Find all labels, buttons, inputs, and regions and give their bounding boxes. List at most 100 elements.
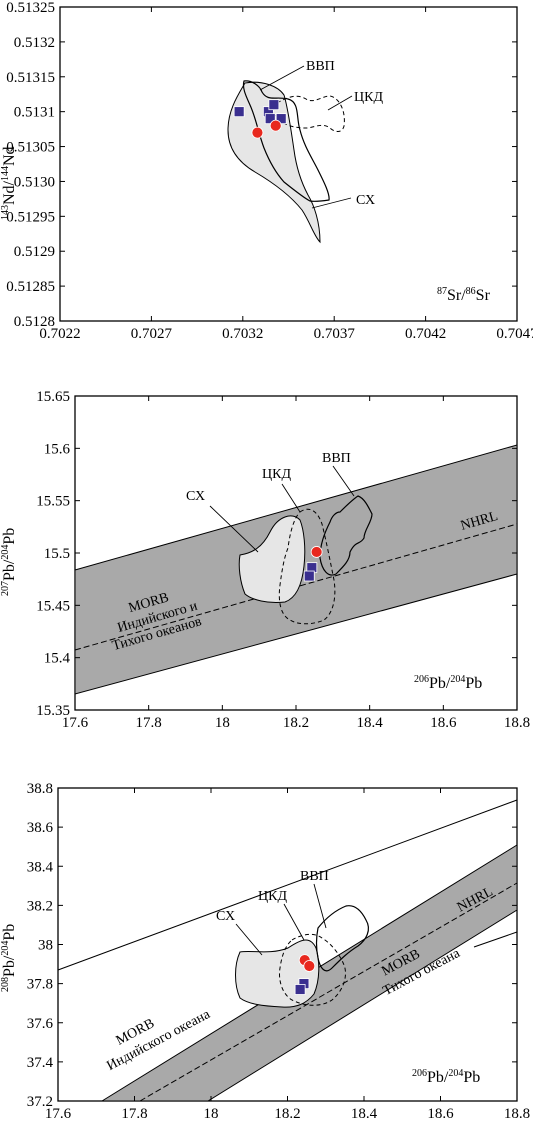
x-label-main: Pb/	[427, 1069, 449, 1086]
y-tick-label: 0.5130	[14, 174, 55, 190]
panel-sr-nd: 0.7022 0.7027 0.7032 0.7037 0.7042 0.7047 0.51…	[0, 0, 533, 342]
label-cx: СХ	[216, 909, 235, 924]
field-ckd	[278, 508, 336, 625]
y-label-sup1: 208	[0, 977, 11, 992]
y-tick-label: 37.6	[27, 1016, 54, 1032]
x-label-main: Sr/	[447, 287, 466, 304]
data-points-sr-nd	[233, 99, 287, 139]
y-label-post: Pb	[1, 924, 18, 941]
x-tick-label: 18.8	[504, 715, 530, 731]
y-tick-label: 0.51285	[6, 279, 55, 295]
leader-cx	[235, 923, 263, 956]
y-label-sup1: 207	[0, 581, 11, 596]
square-data-point	[268, 99, 280, 111]
y-tick-label: 38.4	[27, 859, 54, 875]
panel-pb-208: 17.6 17.8 18 18.2 18.4 18.6 18.8 37.2 37.4 37.6 37…	[0, 781, 530, 1122]
x-axis-label-pb-208: 206Pb/204Pb	[412, 1068, 480, 1086]
y-label-main: Nd/	[1, 180, 18, 205]
x-tick-label: 18.2	[283, 715, 309, 731]
ticks-sr-nd: 0.7022 0.7027 0.7032 0.7037 0.7042 0.7047 0.51…	[6, 0, 533, 342]
x-label-sup2: 86	[466, 286, 476, 297]
field-cx	[238, 515, 306, 603]
label-ckd: ЦКД	[258, 889, 287, 904]
leader-cx	[311, 197, 352, 209]
x-label-sup1: 206	[414, 674, 429, 685]
y-tick-label: 38.8	[27, 781, 53, 797]
field-vvp	[315, 905, 370, 972]
nhrl-line	[139, 882, 518, 1102]
x-tick-label: 18.8	[504, 1106, 530, 1122]
x-tick-label: 17.8	[121, 1106, 147, 1122]
y-tick-label: 15.65	[36, 389, 70, 405]
y-tick-label: 0.51315	[6, 70, 55, 86]
x-tick-label: 18.4	[351, 1106, 378, 1122]
data-points-pb-207	[303, 546, 323, 582]
y-tick-label: 37.4	[27, 1055, 54, 1071]
circle-data-point	[303, 960, 316, 972]
y-label-sup2: 204	[0, 941, 11, 956]
leader-ckd	[327, 95, 353, 111]
data-points-pb-208	[294, 954, 316, 995]
circle-data-point	[310, 546, 323, 558]
x-tick-label: 18.4	[357, 715, 384, 731]
x-label-sup2: 204	[450, 674, 465, 685]
y-label-post: Nd	[1, 146, 18, 166]
y-axis-label-pb-208: 208Pb/204Pb	[0, 924, 18, 992]
label-ckd: ЦКД	[262, 467, 291, 482]
y-tick-label: 15.6	[44, 441, 71, 457]
y-label-post: Pb	[1, 528, 18, 545]
leader-ckd	[281, 483, 301, 513]
y-tick-label: 0.5128	[14, 314, 55, 330]
x-tick-label: 0.7032	[222, 326, 263, 342]
y-tick-label: 0.5132	[14, 35, 55, 51]
ticks-pb-207: 17.6 17.8 18 18.2 18.4 18.6 18.8 15.35 15.4 15.45…	[36, 389, 530, 731]
leader-vvp	[259, 65, 305, 91]
x-tick-label: 18.2	[274, 1106, 300, 1122]
label-cx: СХ	[356, 193, 375, 208]
y-tick-label: 15.4	[44, 651, 71, 667]
morb-indian-upper-line	[57, 799, 518, 971]
leader-vvp	[313, 883, 327, 929]
x-axis-label-pb-207: 206Pb/204Pb	[414, 674, 482, 692]
label-ckd: ЦКД	[354, 90, 383, 105]
x-axis-label-sr-nd: 87Sr/86Sr	[437, 286, 491, 304]
y-label-sup2: 144	[0, 166, 11, 181]
ticks-pb-208: 17.6 17.8 18 18.2 18.4 18.6 18.8 37.2 37.4 37.6 37…	[27, 781, 530, 1122]
y-label-sup2: 204	[0, 545, 11, 560]
x-label-post: Pb	[465, 675, 482, 692]
y-tick-label: 37.2	[27, 1094, 53, 1110]
y-tick-label: 15.35	[36, 703, 70, 719]
leader-vvp	[332, 465, 355, 497]
y-tick-label: 0.5129	[14, 244, 55, 260]
y-tick-label: 15.55	[36, 494, 70, 510]
circle-data-point	[251, 126, 264, 139]
y-label-main: Pb/	[1, 559, 18, 581]
x-tick-label: 18.6	[430, 715, 457, 731]
x-tick-label: 17.6	[62, 715, 89, 731]
x-tick-label: 0.7027	[131, 326, 173, 342]
field-ckd	[279, 933, 346, 1006]
y-tick-label: 15.5	[44, 546, 70, 562]
label-vvp: ВВП	[322, 451, 351, 466]
label-vvp: ВВП	[300, 869, 329, 884]
x-tick-label: 0.7037	[314, 326, 356, 342]
square-data-point	[303, 570, 315, 582]
x-tick-label: 17.8	[136, 715, 162, 731]
x-tick-label: 0.7022	[39, 326, 80, 342]
y-tick-label: 0.51305	[6, 140, 55, 156]
x-label-post: Sr	[476, 287, 491, 304]
x-tick-label: 0.7047	[496, 326, 533, 342]
y-tick-label: 37.8	[27, 977, 53, 993]
field-ckd	[272, 95, 345, 132]
y-tick-label: 38	[38, 938, 53, 954]
leader-ckd	[283, 903, 305, 941]
x-tick-label: 18.6	[427, 1106, 454, 1122]
leader-cx	[209, 505, 259, 553]
x-label-post: Pb	[463, 1069, 480, 1086]
x-tick-label: 0.7042	[405, 326, 446, 342]
y-tick-label: 0.51325	[6, 0, 55, 16]
x-tick-label: 17.6	[45, 1106, 72, 1122]
label-vvp: ВВП	[306, 59, 335, 74]
y-axis-label-pb-207: 207Pb/204Pb	[0, 528, 18, 596]
